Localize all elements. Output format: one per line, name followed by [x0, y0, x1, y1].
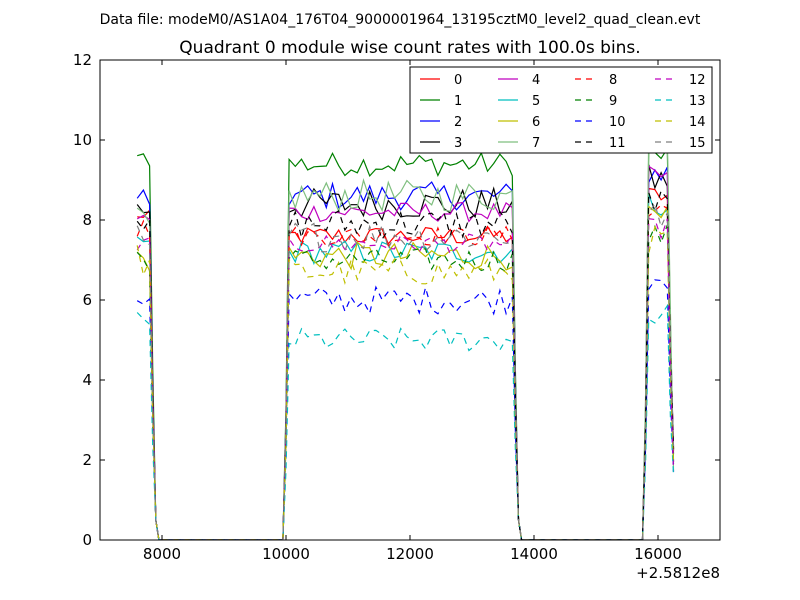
legend-label-13: 13 [689, 94, 706, 109]
series-layer [136, 130, 675, 540]
series-line-12 [136, 218, 675, 540]
legend-label-2: 2 [454, 115, 462, 130]
series-line-3 [136, 164, 675, 540]
legend-label-4: 4 [532, 73, 540, 88]
chart-title: Quadrant 0 module wise count rates with … [179, 38, 640, 58]
legend-label-0: 0 [454, 73, 462, 88]
legend-label-12: 12 [689, 73, 706, 88]
x-offset-label: +2.5812e8 [636, 564, 720, 582]
y-tick-label: 10 [73, 131, 92, 149]
legend-label-14: 14 [689, 115, 706, 130]
series-line-13 [136, 303, 675, 540]
y-tick-label: 12 [73, 51, 92, 69]
series-line-4 [136, 165, 675, 540]
series-line-7 [136, 130, 675, 540]
legend-label-10: 10 [609, 115, 626, 130]
y-tick-label: 6 [82, 291, 92, 309]
series-line-0 [137, 187, 675, 540]
y-tick-label: 2 [82, 451, 92, 469]
y-tick-label: 8 [82, 211, 92, 229]
x-tick-label: 14000 [510, 545, 558, 563]
series-line-10 [136, 279, 675, 540]
series-line-5 [136, 194, 675, 540]
legend-label-6: 6 [532, 115, 540, 130]
x-tick-label: 16000 [634, 545, 682, 563]
legend-label-1: 1 [454, 94, 462, 109]
y-tick-label: 0 [82, 531, 92, 549]
series-line-2 [136, 166, 675, 540]
legend-box [409, 66, 713, 154]
x-tick-label: 10000 [262, 545, 310, 563]
x-tick-label: 12000 [386, 545, 434, 563]
data-file-title: Data file: modeM0/AS1A04_176T04_90000019… [100, 12, 701, 28]
x-tick-label: 8000 [143, 545, 181, 563]
series-line-11 [136, 189, 675, 540]
legend-label-15: 15 [689, 136, 706, 151]
legend-label-3: 3 [454, 136, 462, 151]
series-line-1 [137, 146, 675, 540]
series-line-15 [136, 202, 675, 540]
legend-label-7: 7 [532, 136, 540, 151]
legend-label-9: 9 [609, 94, 617, 109]
legend-label-11: 11 [609, 136, 626, 151]
legend-label-8: 8 [609, 73, 617, 88]
series-line-8 [136, 204, 675, 540]
series-line-9 [136, 224, 675, 540]
series-line-14 [136, 225, 675, 540]
legend-label-5: 5 [532, 94, 540, 109]
y-tick-label: 4 [82, 371, 92, 389]
series-line-6 [136, 204, 675, 540]
